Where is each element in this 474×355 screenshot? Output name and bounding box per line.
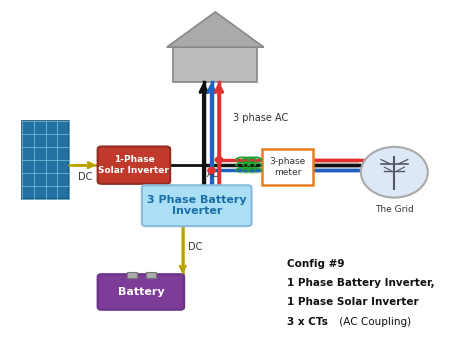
Text: AC: AC — [208, 170, 219, 180]
FancyBboxPatch shape — [146, 272, 156, 278]
Text: 3 Phase Battery
Inverter: 3 Phase Battery Inverter — [147, 195, 246, 217]
Text: The Grid: The Grid — [375, 204, 414, 214]
FancyBboxPatch shape — [127, 272, 137, 278]
Text: Battery: Battery — [118, 287, 164, 297]
FancyBboxPatch shape — [22, 121, 69, 199]
FancyBboxPatch shape — [173, 47, 257, 82]
FancyBboxPatch shape — [262, 149, 313, 185]
FancyBboxPatch shape — [98, 274, 184, 310]
FancyBboxPatch shape — [142, 185, 252, 226]
Text: 1 Phase Battery Inverter,: 1 Phase Battery Inverter, — [287, 278, 435, 288]
Text: DC: DC — [78, 171, 92, 181]
Text: 1-Phase
Solar Inverter: 1-Phase Solar Inverter — [99, 155, 169, 175]
Circle shape — [215, 157, 223, 163]
Text: 3 x CTs: 3 x CTs — [287, 317, 328, 327]
FancyBboxPatch shape — [98, 147, 170, 184]
Text: Config #9: Config #9 — [287, 258, 345, 268]
Polygon shape — [167, 12, 264, 47]
Text: 3-phase
meter: 3-phase meter — [269, 157, 306, 177]
Text: 3 phase AC: 3 phase AC — [233, 113, 288, 122]
Text: DC: DC — [188, 242, 203, 252]
Text: (AC Coupling): (AC Coupling) — [336, 317, 411, 327]
Circle shape — [208, 168, 215, 173]
Circle shape — [361, 147, 428, 198]
Text: 1 Phase Solar Inverter: 1 Phase Solar Inverter — [287, 297, 419, 307]
